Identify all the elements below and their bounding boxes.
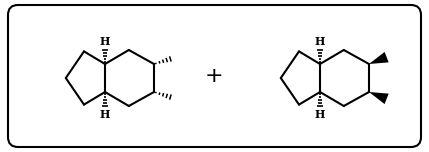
Text: H: H [100,36,110,47]
Text: H: H [315,109,325,120]
Text: +: + [205,66,224,86]
Text: H: H [100,109,110,120]
Polygon shape [369,92,389,104]
FancyBboxPatch shape [8,5,421,147]
Text: H: H [315,36,325,47]
Polygon shape [369,52,389,64]
